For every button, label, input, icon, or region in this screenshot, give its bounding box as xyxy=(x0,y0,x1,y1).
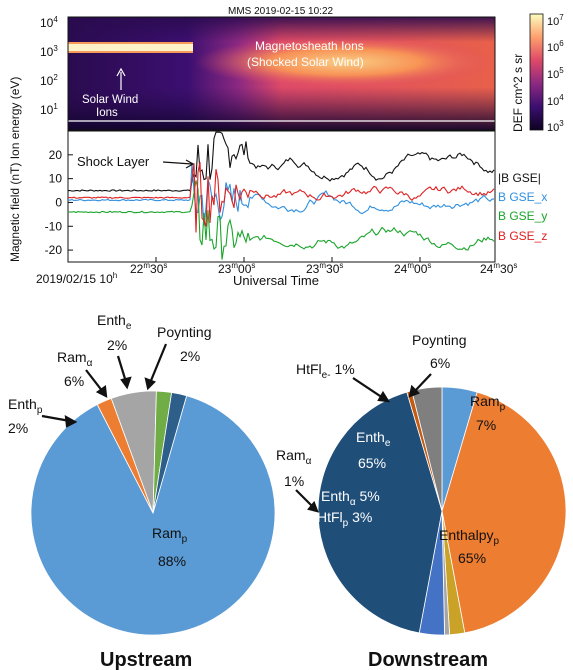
upstream-leader-arrows xyxy=(41,343,168,428)
colorbar xyxy=(529,13,544,131)
spectrogram-y-ticks: 104 103 102 101 xyxy=(40,15,58,117)
upstream-label-enth-p: Enthp xyxy=(8,396,43,416)
downstream-value-enth-e: 65% xyxy=(358,455,386,471)
downstream-label-ram-p: Ramp xyxy=(470,393,506,413)
downstream-value-ram-p: 7% xyxy=(476,417,496,433)
upstream-value-enth-e: 2% xyxy=(107,337,127,353)
pie-slice-ram-p xyxy=(30,395,276,636)
upstream-label-ram-p: Ramp xyxy=(152,525,188,545)
svg-text:103: 103 xyxy=(547,119,564,134)
magnetosheath-sublabel: (Shocked Solar Wind) xyxy=(247,55,364,69)
magnetosheath-label: Magnetosheath Ions xyxy=(255,39,364,53)
colorbar-ticks: 107 106 105 104 103 xyxy=(547,13,564,134)
upstream-value-ram-a: 6% xyxy=(64,373,84,389)
upstream-value-poynting: 2% xyxy=(180,348,200,364)
upstream-pie-labels: Ramp 88% Enthp 2% Ramα 6% Enthe 2% Poynt… xyxy=(8,312,211,569)
x-tick-label: 23m00s xyxy=(218,261,255,276)
start-time-label: 2019/02/15 10h xyxy=(36,271,117,286)
downstream-title: Downstream xyxy=(368,649,488,670)
svg-text:105: 105 xyxy=(547,66,564,81)
magnetic-field-x-ticks: 22m30s 23m00s 23m30s 24m00s 24m30s xyxy=(130,257,517,276)
legend-entry: B GSE_z xyxy=(498,229,547,243)
svg-text:103: 103 xyxy=(40,44,58,59)
y-tick-label: 10 xyxy=(49,172,63,186)
shock-layer-arrow xyxy=(162,159,195,169)
solar-wind-sublabel: Ions xyxy=(96,107,118,119)
series-line-b-gse-z xyxy=(67,161,495,233)
y-tick-label: -20 xyxy=(45,243,63,257)
combined-y-axis-label: Magnetic field (nT) Ion energy (eV) xyxy=(8,77,22,262)
solar-wind-ion-beam xyxy=(68,44,193,51)
colorbar-label: DEF cm^2 s sr xyxy=(511,54,525,132)
spectrogram-panel: MMS 2019-02-15 10:22 104 103 102 101 Mag… xyxy=(40,6,564,134)
y-tick-label: -10 xyxy=(45,219,63,233)
svg-text:102: 102 xyxy=(40,73,58,88)
spectrogram-shading xyxy=(68,17,495,130)
svg-text:107: 107 xyxy=(547,13,564,28)
svg-text:101: 101 xyxy=(40,102,58,117)
legend-entry: |B GSE| xyxy=(498,171,541,185)
magnetic-field-panel: 20 10 0 -10 -20 22m30s 23m00s 23m30s 24m00s 24m3… xyxy=(36,130,547,288)
downstream-label-htfl-p: HtFlp 3% xyxy=(317,509,372,529)
downstream-label-poynting: Poynting xyxy=(412,332,466,348)
downstream-value-ram-a: 1% xyxy=(284,473,304,489)
magnetic-field-y-ticks: 20 10 0 -10 -20 xyxy=(45,148,73,257)
downstream-label-ram-a: Ramα xyxy=(276,447,312,467)
x-tick-label: 24m00s xyxy=(394,261,431,276)
y-tick-label: 20 xyxy=(49,148,63,162)
downstream-leader-arrows xyxy=(295,373,432,513)
x-tick-label: 23m30s xyxy=(306,261,343,276)
solar-wind-arrow xyxy=(116,67,126,90)
upstream-value-enth-p: 2% xyxy=(8,420,28,436)
series-line--b-gse- xyxy=(67,131,495,192)
spectrogram-frame xyxy=(67,16,496,131)
pie-slice-enth-e xyxy=(317,391,443,634)
upstream-title: Upstream xyxy=(100,649,192,670)
downstream-value-poynting: 6% xyxy=(430,355,450,371)
svg-text:106: 106 xyxy=(547,39,564,54)
legend-entry: B GSE_x xyxy=(498,190,547,204)
y-tick-label: 0 xyxy=(55,195,62,209)
pie-slice-enthalpy-p xyxy=(441,391,567,634)
solar-wind-beam-edge-bottom xyxy=(68,51,193,53)
x-tick-label: 24m30s xyxy=(480,261,517,276)
upstream-label-poynting: Poynting xyxy=(157,324,211,340)
solar-wind-label: Solar Wind xyxy=(82,94,138,106)
spectrogram-title: MMS 2019-02-15 10:22 xyxy=(228,6,334,17)
downstream-label-enth-e: Enthe xyxy=(356,429,391,449)
upstream-pie-chart xyxy=(30,390,276,636)
legend-entry: B GSE_y xyxy=(498,209,547,223)
downstream-value-enthalpy-p: 65% xyxy=(458,550,486,566)
series-line-b-gse-x xyxy=(67,162,495,226)
svg-text:104: 104 xyxy=(40,15,58,30)
x-tick-label: 22m30s xyxy=(130,261,167,276)
shock-layer-label: Shock Layer xyxy=(77,154,150,169)
solar-wind-beam-edge-top xyxy=(68,42,193,44)
downstream-label-htfl-e: HtFle- 1% xyxy=(296,361,355,381)
series-line-b-gse-y xyxy=(67,180,495,260)
pie-slice-poynting- xyxy=(152,391,188,514)
magnetic-field-legend: |B GSE| B GSE_x B GSE_y B GSE_z xyxy=(498,171,547,243)
upstream-label-enth-e: Enthe xyxy=(97,312,132,332)
downstream-pie-labels: Ramp 7% Enthalpyp 65% HtFlp 3% Ramα 1% E… xyxy=(276,332,506,566)
upstream-label-ram-a: Ramα xyxy=(57,349,93,369)
magnetic-field-lines xyxy=(67,131,495,260)
x-axis-label: Universal Time xyxy=(233,273,319,288)
upstream-value-ram-p: 88% xyxy=(158,553,186,569)
downstream-label-enthalpy-p: Enthalpyp xyxy=(439,527,499,547)
downstream-pie-chart xyxy=(317,386,567,636)
svg-text:104: 104 xyxy=(547,93,564,108)
downstream-label-enth-a: Enthα 5% xyxy=(321,488,380,508)
